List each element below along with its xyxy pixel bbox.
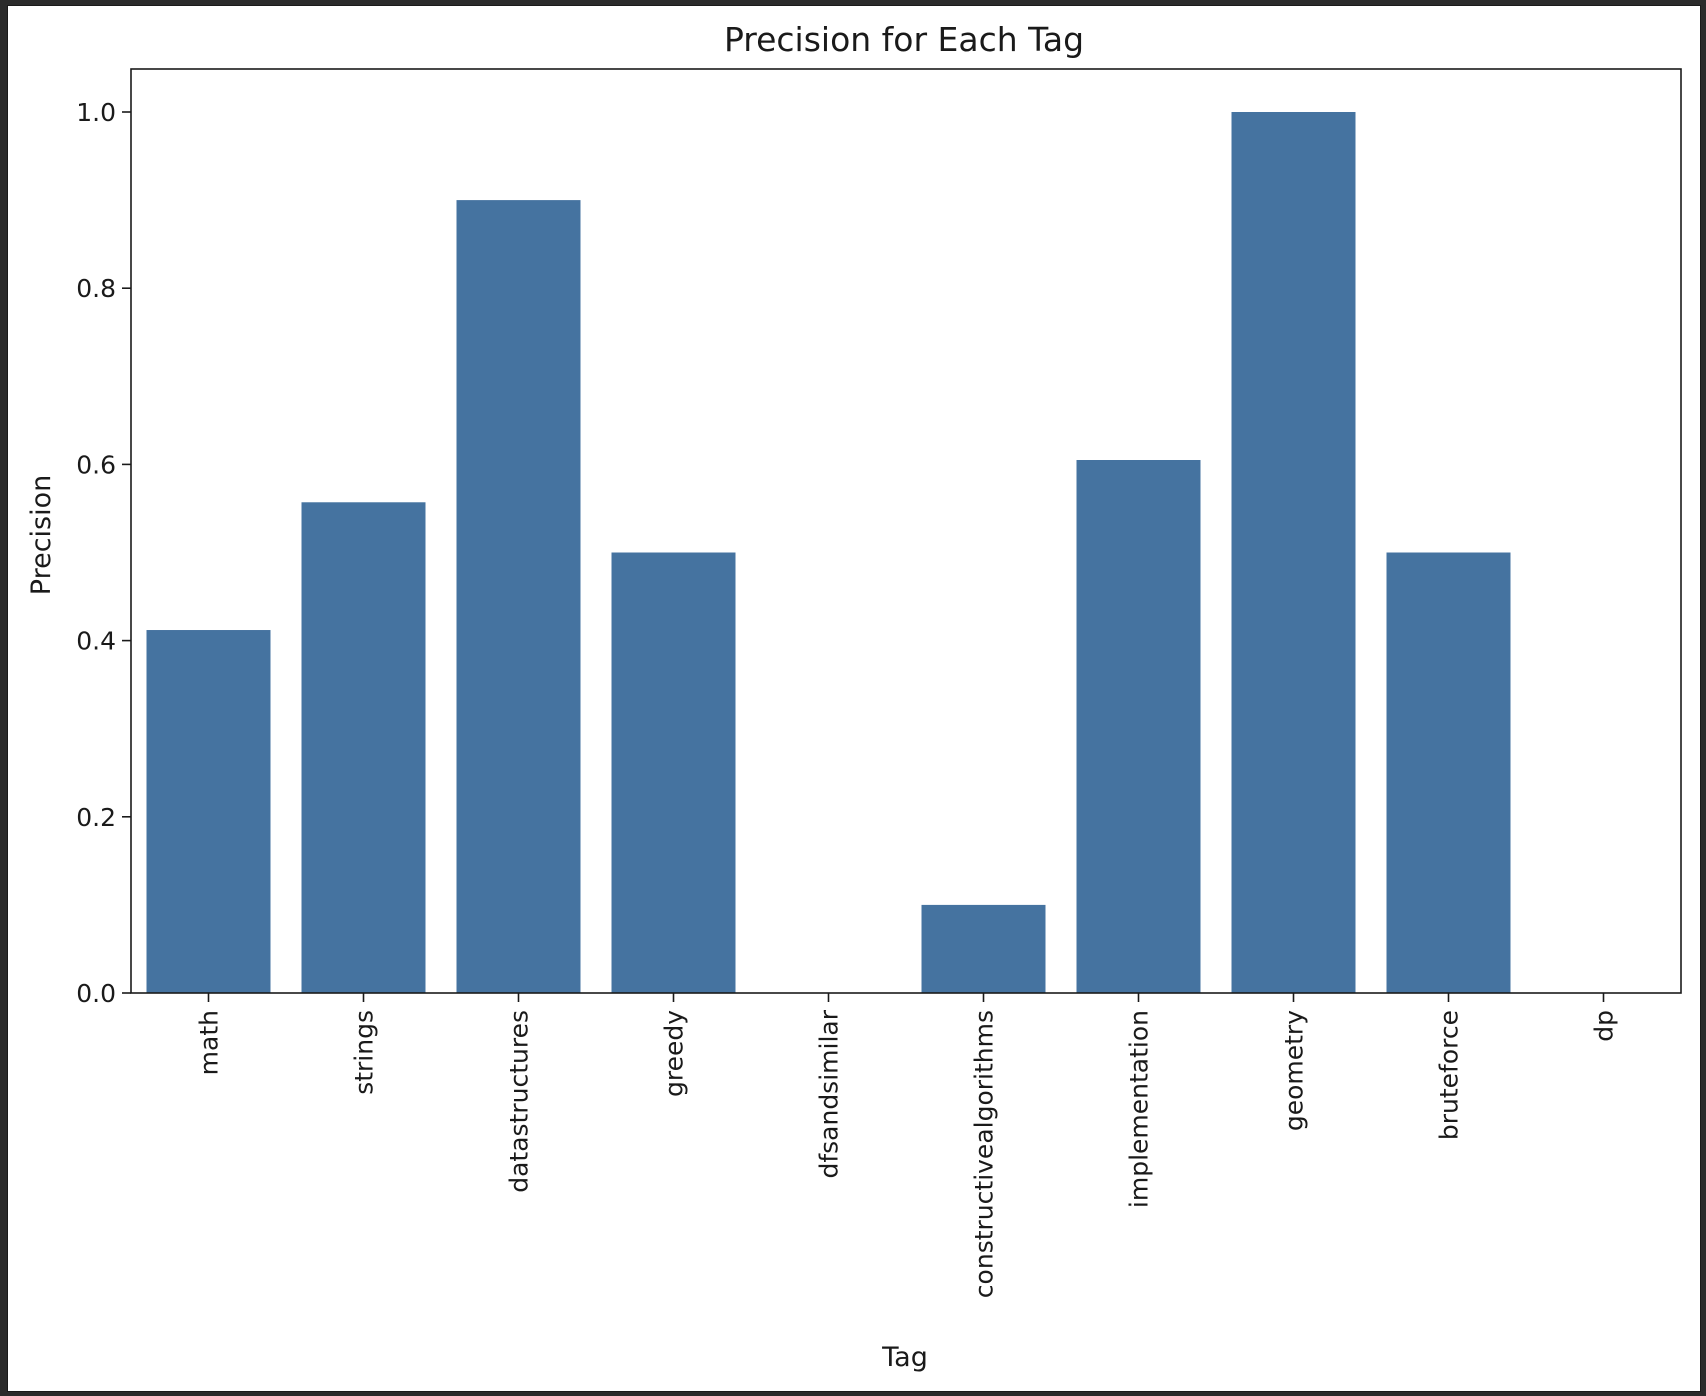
x-tick-label-constructivealgorithms: constructivealgorithms: [970, 1010, 999, 1298]
x-tick-label-strings: strings: [350, 1010, 379, 1095]
x-tick-label-implementation: implementation: [1125, 1010, 1154, 1208]
x-tick-label-dp: dp: [1590, 1010, 1619, 1042]
x-tick-label-datastructures: datastructures: [505, 1010, 534, 1193]
y-axis-label: Precision: [26, 475, 57, 595]
y-tick-label: 0.2: [76, 803, 116, 832]
y-tick-label: 0.4: [76, 627, 116, 656]
plot-area: 0.0 0.2 0.4 0.6 0.8 1.0 math strings datastructu…: [76, 68, 1682, 1298]
x-axis-label: Tag: [881, 1342, 928, 1373]
chart-title: Precision for Each Tag: [724, 20, 1084, 59]
bar-strings: [301, 502, 426, 993]
bar-constructivealgorithms: [921, 904, 1046, 993]
x-tick-label-greedy: greedy: [660, 1010, 689, 1097]
y-tick-label: 0.8: [76, 274, 116, 303]
bar-math: [146, 630, 271, 993]
bar-bruteforce: [1386, 552, 1511, 993]
x-tick-label-math: math: [195, 1010, 224, 1075]
plot-border: [130, 68, 1682, 994]
y-tick-label: 0.6: [76, 450, 116, 479]
x-tick-label-dfsandsimilar: dfsandsimilar: [815, 1009, 844, 1178]
bar-datastructures: [456, 200, 581, 994]
bar-implementation: [1076, 460, 1201, 993]
x-tick-label-geometry: geometry: [1280, 1010, 1309, 1131]
x-tick-label-bruteforce: bruteforce: [1435, 1010, 1464, 1140]
bar-geometry: [1231, 112, 1356, 993]
y-tick-label: 1.0: [76, 98, 116, 127]
bar-greedy: [611, 552, 736, 993]
y-tick-label: 0.0: [76, 979, 116, 1008]
